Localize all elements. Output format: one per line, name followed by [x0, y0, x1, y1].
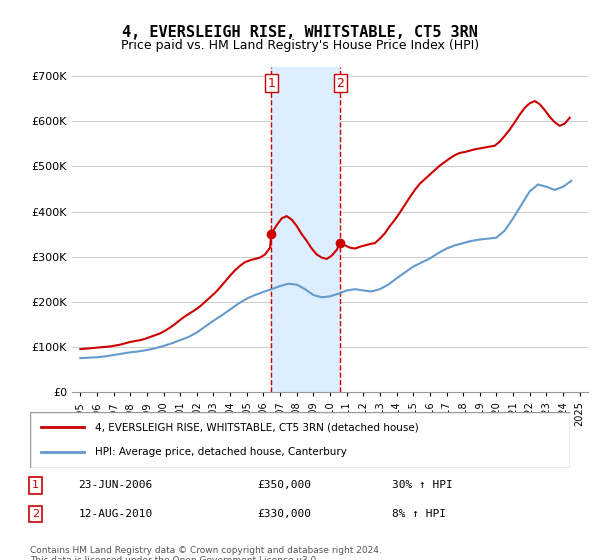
- Text: 4, EVERSLEIGH RISE, WHITSTABLE, CT5 3RN (detached house): 4, EVERSLEIGH RISE, WHITSTABLE, CT5 3RN …: [95, 422, 419, 432]
- Text: 30% ↑ HPI: 30% ↑ HPI: [392, 480, 452, 490]
- Text: 4, EVERSLEIGH RISE, WHITSTABLE, CT5 3RN: 4, EVERSLEIGH RISE, WHITSTABLE, CT5 3RN: [122, 25, 478, 40]
- Text: 1: 1: [268, 77, 275, 90]
- Text: Price paid vs. HM Land Registry's House Price Index (HPI): Price paid vs. HM Land Registry's House …: [121, 39, 479, 52]
- Text: 2: 2: [336, 77, 344, 90]
- Text: £330,000: £330,000: [257, 509, 311, 519]
- Text: 8% ↑ HPI: 8% ↑ HPI: [392, 509, 446, 519]
- Text: £350,000: £350,000: [257, 480, 311, 490]
- Text: 12-AUG-2010: 12-AUG-2010: [79, 509, 153, 519]
- Text: 1: 1: [32, 480, 39, 490]
- Text: HPI: Average price, detached house, Canterbury: HPI: Average price, detached house, Cant…: [95, 447, 347, 457]
- FancyBboxPatch shape: [30, 412, 570, 468]
- Text: Contains HM Land Registry data © Crown copyright and database right 2024.
This d: Contains HM Land Registry data © Crown c…: [30, 546, 382, 560]
- Text: 23-JUN-2006: 23-JUN-2006: [79, 480, 153, 490]
- Bar: [271, 67, 340, 392]
- Text: 2: 2: [32, 509, 39, 519]
